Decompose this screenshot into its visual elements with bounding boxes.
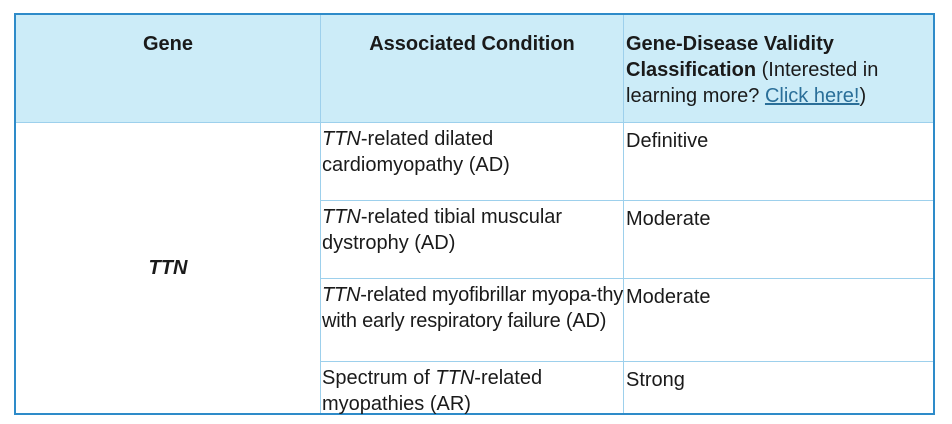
condition-cell: TTN-related myofibrillar myopa-thy with …: [322, 282, 624, 334]
table-header-row: Gene Associated Condition Gene-Disease V…: [16, 15, 933, 123]
gene-italic: TTN: [322, 206, 361, 228]
classification-cell: Moderate: [626, 208, 711, 230]
classification-cell: Moderate: [626, 286, 711, 308]
condition-text: -related dilated cardiomyopathy (AD): [322, 128, 510, 176]
gene-name: TTN: [148, 256, 188, 279]
header-classification: Gene-Disease Validity Classification (In…: [624, 31, 924, 109]
gene-cell: TTN: [16, 123, 320, 413]
header-classification-close: ): [859, 85, 867, 107]
row-divider-1: [320, 200, 933, 201]
column-divider-2: [623, 15, 624, 413]
header-classification-note: (Interested in learning more?: [626, 59, 879, 107]
condition-text: -related tibial muscular dystrophy (AD): [322, 206, 563, 254]
header-gene: Gene: [142, 33, 194, 55]
header-classification-title: Gene-Disease Validity Classification: [626, 33, 834, 81]
classification-cell: Definitive: [626, 130, 709, 152]
row-divider-3: [320, 361, 933, 362]
row-divider-2: [320, 278, 933, 279]
classification-cell: Strong: [626, 369, 685, 391]
gene-italic: TTN: [322, 128, 361, 150]
condition-text: -related myopathies (AR): [322, 367, 543, 415]
condition-prefix: Spectrum of: [322, 367, 436, 389]
condition-cell: Spectrum of TTN-related myopathies (AR): [322, 365, 622, 417]
header-condition: Associated Condition: [369, 33, 575, 55]
gene-table: Gene Associated Condition Gene-Disease V…: [14, 13, 935, 415]
condition-cell: TTN-related dilated cardiomyopathy (AD): [322, 126, 622, 178]
gene-italic: TTN: [322, 284, 361, 306]
condition-cell: TTN-related tibial muscular dystrophy (A…: [322, 204, 622, 256]
column-divider-1: [320, 15, 321, 413]
click-here-link[interactable]: Click here!: [764, 85, 860, 107]
condition-text: -related myofibrillar myopa-thy with ear…: [322, 284, 624, 332]
gene-italic: TTN: [435, 367, 475, 389]
